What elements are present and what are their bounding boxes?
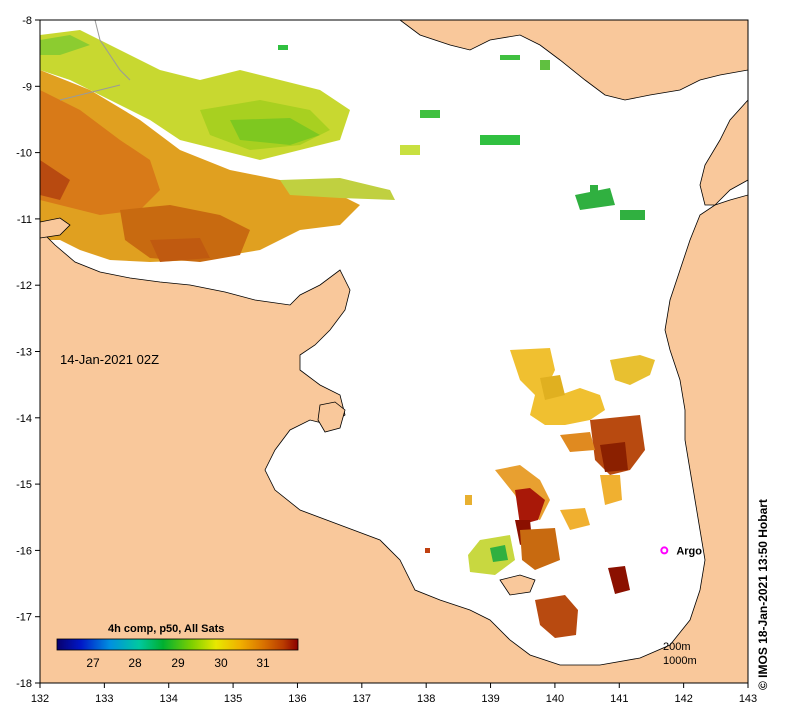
land <box>40 20 748 683</box>
x-axis: 132 133 134 135 136 137 138 139 140 141 142 143 <box>31 683 757 705</box>
colorbar-legend: 4h comp, p50, All Sats 27 28 29 30 31 <box>56 623 299 670</box>
y-tick-label: -17 <box>16 612 32 624</box>
x-tick-label: 132 <box>31 693 49 705</box>
legend-tick-30: 30 <box>214 656 228 670</box>
legend-title: 4h comp, p50, All Sats <box>108 623 224 635</box>
x-tick-label: 140 <box>546 693 564 705</box>
x-tick-label: 134 <box>160 693 178 705</box>
x-tick-label: 138 <box>417 693 435 705</box>
x-tick-label: 141 <box>610 693 628 705</box>
coast-rivers <box>59 20 131 101</box>
legend-tick-28: 28 <box>128 656 142 670</box>
argo-marker: Argo <box>660 545 702 557</box>
y-tick-label: -12 <box>16 280 32 292</box>
sst-patches-southeast <box>425 348 655 638</box>
credit-text: © IMOS 18-Jan-2021 13:50 Hobart <box>756 499 770 690</box>
y-tick-label: -10 <box>16 148 32 160</box>
contour-label-1000m: 1000m <box>663 655 697 667</box>
y-tick-label: -18 <box>16 678 32 690</box>
argo-icon <box>660 546 669 555</box>
legend-tick-27: 27 <box>86 656 100 670</box>
y-tick-label: -14 <box>16 413 32 425</box>
sst-patches-northwest <box>40 30 645 300</box>
x-tick-label: 139 <box>481 693 499 705</box>
y-tick-label: -11 <box>17 214 32 226</box>
x-tick-label: 137 <box>353 693 371 705</box>
colorbar <box>56 638 299 651</box>
date-label: 14-Jan-2021 02Z <box>60 352 159 367</box>
x-tick-label: 135 <box>224 693 242 705</box>
y-tick-label: -16 <box>16 545 32 557</box>
legend-tick-29: 29 <box>171 656 185 670</box>
y-tick-label: -9 <box>22 81 32 93</box>
y-axis: -8 -9 -10 -11 -12 -13 -14 -15 -16 -17 -18 <box>16 15 40 690</box>
y-tick-label: -13 <box>16 347 32 359</box>
argo-label: Argo <box>676 545 702 557</box>
y-tick-label: -15 <box>16 479 32 491</box>
x-tick-label: 143 <box>739 693 757 705</box>
contour-label-200m: 200m <box>663 641 691 653</box>
y-tick-label: -8 <box>22 15 32 27</box>
legend-tick-31: 31 <box>256 656 270 670</box>
x-tick-label: 136 <box>288 693 306 705</box>
x-tick-label: 133 <box>95 693 113 705</box>
x-tick-label: 142 <box>674 693 692 705</box>
